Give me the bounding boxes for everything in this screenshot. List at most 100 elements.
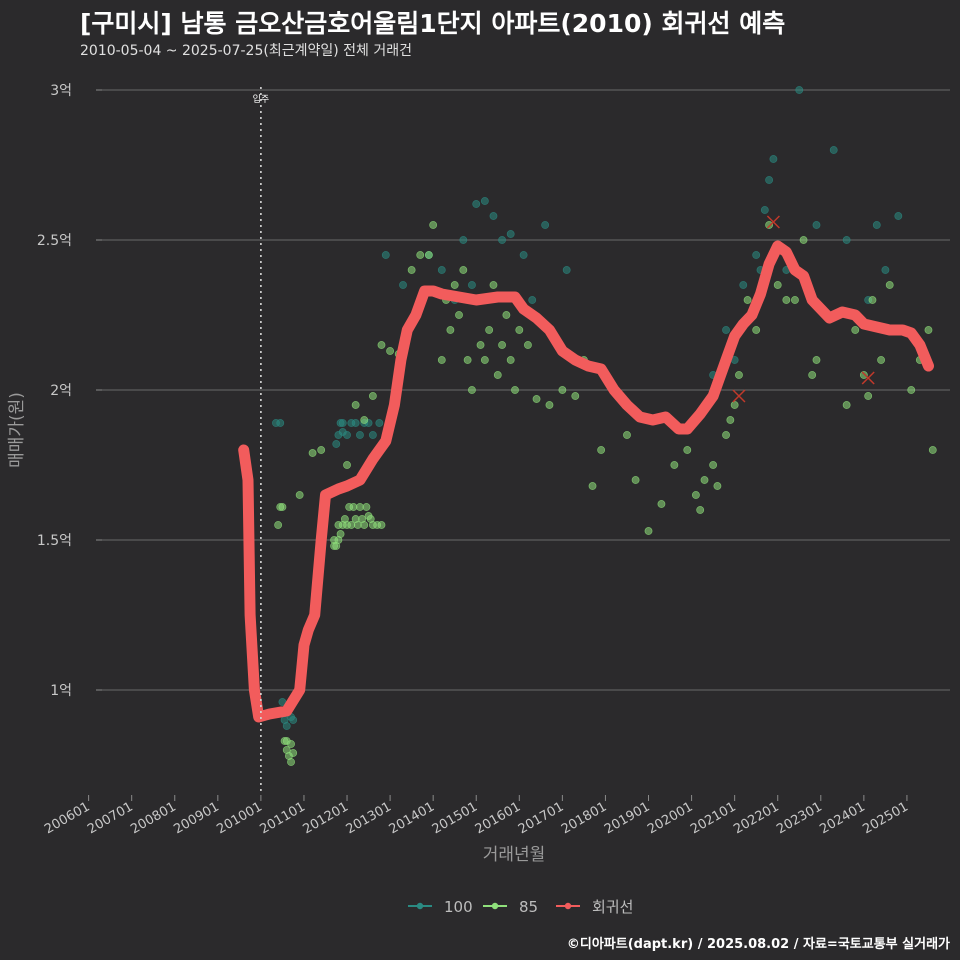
x-tick-label: 201101 <box>257 799 307 837</box>
point-100 <box>812 221 821 229</box>
x-tick-label: 202201 <box>731 799 781 837</box>
x-tick-label: 200601 <box>42 799 92 837</box>
point-85 <box>506 356 515 364</box>
point-85 <box>386 347 394 355</box>
point-85 <box>928 446 937 454</box>
x-tick-label: 201501 <box>430 799 480 837</box>
x-tick-label: 201301 <box>344 799 394 837</box>
point-85 <box>924 326 933 334</box>
point-85 <box>657 500 666 508</box>
point-85 <box>515 326 524 334</box>
x-tick-label: 202001 <box>645 799 695 837</box>
point-85 <box>360 416 369 424</box>
point-85 <box>782 296 791 304</box>
x-tick-label: 201401 <box>387 799 437 837</box>
point-100 <box>752 251 761 259</box>
point-85 <box>735 371 743 379</box>
grid-lines <box>102 89 950 691</box>
point-85 <box>377 521 386 529</box>
x-axis-title: 거래년월 <box>483 845 546 865</box>
point-85 <box>489 281 498 289</box>
point-85 <box>356 503 364 511</box>
point-85 <box>558 386 567 394</box>
point-85 <box>289 749 298 757</box>
point-85 <box>463 356 472 364</box>
point-85 <box>683 446 692 454</box>
point-85 <box>317 446 326 454</box>
y-tick-label: 1.5억 <box>37 533 72 549</box>
point-85 <box>278 503 287 511</box>
point-85 <box>532 395 541 403</box>
point-85 <box>842 401 851 409</box>
point-100 <box>872 221 881 229</box>
point-85 <box>446 326 455 334</box>
point-85 <box>274 521 283 529</box>
point-100 <box>472 200 481 208</box>
point-85 <box>644 527 653 535</box>
point-85 <box>343 461 351 469</box>
legend-swatch-dot <box>491 902 499 910</box>
point-85 <box>799 236 808 244</box>
point-85 <box>670 461 679 469</box>
point-85 <box>545 401 554 409</box>
point-85 <box>571 392 580 400</box>
regression-curve <box>238 240 934 723</box>
point-100 <box>739 281 748 289</box>
point-85 <box>330 542 339 550</box>
point-85 <box>282 737 291 745</box>
x-tick-label: 200801 <box>128 799 178 837</box>
point-100 <box>332 440 341 448</box>
highlight-cross-mark <box>766 215 780 229</box>
point-100 <box>282 722 291 730</box>
point-85 <box>597 446 606 454</box>
point-85 <box>859 371 868 379</box>
point-100 <box>562 266 571 274</box>
x-tick-label: 201701 <box>516 799 566 837</box>
point-100 <box>506 230 515 238</box>
point-85 <box>334 536 343 544</box>
point-85 <box>791 296 799 304</box>
scatter-points <box>272 86 937 766</box>
x-tick-label: 202301 <box>774 799 824 837</box>
point-100 <box>765 176 774 184</box>
point-85 <box>722 431 730 439</box>
point-100 <box>351 419 360 427</box>
legend-swatch-dot <box>564 902 572 910</box>
point-100 <box>489 212 498 220</box>
point-85 <box>493 371 502 379</box>
source-caption: ©디아파트(dapt.kr) / 2025.08.02 / 자료=국토교통부 실… <box>566 937 950 952</box>
highlight-cross-mark <box>861 371 875 385</box>
point-85 <box>691 491 700 499</box>
x-tick-label: 201601 <box>473 799 523 837</box>
point-85 <box>623 431 631 439</box>
point-100 <box>894 212 903 220</box>
x-tick-label: 201901 <box>602 799 652 837</box>
point-85 <box>362 503 371 511</box>
point-85 <box>709 461 718 469</box>
point-85 <box>368 392 377 400</box>
point-100 <box>829 146 838 154</box>
point-85 <box>351 401 360 409</box>
point-100 <box>375 419 384 427</box>
point-85 <box>295 491 304 499</box>
point-100 <box>528 296 537 304</box>
point-85 <box>416 251 425 259</box>
x-tick-label: 201201 <box>301 799 351 837</box>
point-85 <box>726 416 735 424</box>
point-100 <box>541 221 550 229</box>
x-tick-label: 201001 <box>214 799 264 837</box>
point-100 <box>769 155 778 163</box>
point-100 <box>356 431 364 439</box>
point-85 <box>308 449 317 457</box>
x-tick-label: 201801 <box>559 799 609 837</box>
point-85 <box>349 503 358 511</box>
y-tick-label: 2억 <box>50 383 72 399</box>
point-85 <box>480 356 489 364</box>
point-100 <box>381 251 390 259</box>
point-100 <box>459 236 468 244</box>
point-85 <box>885 281 894 289</box>
point-100 <box>368 431 377 439</box>
point-85 <box>631 476 640 484</box>
point-85 <box>743 296 752 304</box>
